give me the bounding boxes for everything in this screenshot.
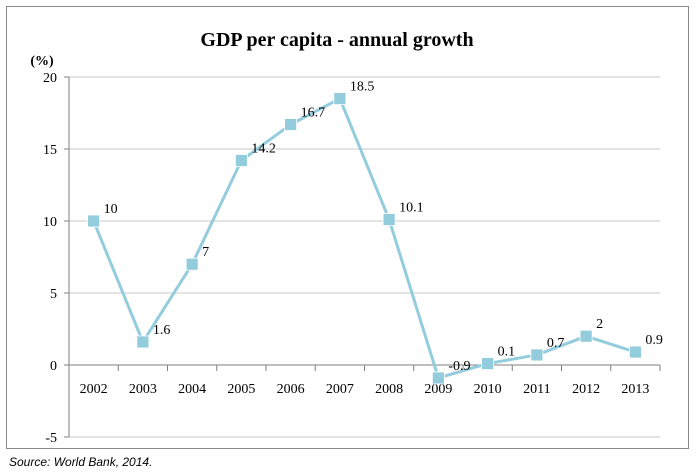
x-tick-label-2011: 2011 <box>523 382 550 397</box>
x-tick-label-2013: 2013 <box>621 382 649 397</box>
data-label: -0.9 <box>448 359 470 374</box>
data-label: 0.9 <box>645 333 663 348</box>
gridlines <box>69 76 660 438</box>
data-label: 0.7 <box>547 336 565 351</box>
data-point-marker <box>530 348 544 362</box>
series-line <box>87 92 642 385</box>
x-tick-label-2007: 2007 <box>326 382 354 397</box>
x-tick-label-2006: 2006 <box>277 382 305 397</box>
x-tick-label-2004: 2004 <box>178 382 206 397</box>
data-label: 18.5 <box>350 80 375 95</box>
x-tick-label-2010: 2010 <box>474 382 502 397</box>
x-tick-label-2002: 2002 <box>80 382 108 397</box>
series-polyline <box>92 97 636 380</box>
data-label: 10 <box>104 202 118 217</box>
data-point-marker <box>628 345 642 359</box>
data-point-marker <box>382 213 396 226</box>
y-tick-label: -5 <box>45 431 57 446</box>
data-point-marker <box>284 118 298 131</box>
x-tick-label-2012: 2012 <box>572 382 600 397</box>
x-tick-label-2005: 2005 <box>227 382 255 397</box>
data-label: 16.7 <box>301 106 326 121</box>
y-tick-label: 15 <box>43 143 57 158</box>
y-tick-label: 0 <box>50 359 57 374</box>
data-point-marker <box>333 92 347 105</box>
y-tick-label: 10 <box>43 215 57 230</box>
data-labels: 10 1.6 7 14.2 16.7 18.5 10.1 -0.9 0.1 0.7 2 0.9 <box>104 80 663 374</box>
y-tick-label: 5 <box>50 287 57 302</box>
y-axis-unit-label: (%) <box>30 54 54 69</box>
data-point-marker <box>234 154 248 167</box>
data-label: 0.1 <box>498 345 516 360</box>
data-point-marker <box>431 371 445 385</box>
chart-frame <box>6 6 689 449</box>
data-label: 14.2 <box>251 142 276 157</box>
data-point-marker <box>185 257 199 271</box>
data-label: 10.1 <box>399 201 424 216</box>
chart-title: GDP per capita - annual growth <box>200 29 473 51</box>
axes <box>64 76 661 438</box>
data-label: 7 <box>202 245 209 260</box>
x-tick-label-2009: 2009 <box>424 382 452 397</box>
data-point-marker <box>579 329 593 343</box>
source-note: Source: World Bank, 2014. <box>9 455 153 469</box>
data-label: 2 <box>596 317 603 332</box>
data-point-marker <box>87 214 101 228</box>
data-point-marker <box>136 335 150 349</box>
data-point-marker <box>481 357 495 370</box>
x-tick-label-2003: 2003 <box>129 382 157 397</box>
x-tick-label-2008: 2008 <box>375 382 403 397</box>
data-label: 1.6 <box>153 323 171 338</box>
y-tick-label: 20 <box>43 71 57 86</box>
